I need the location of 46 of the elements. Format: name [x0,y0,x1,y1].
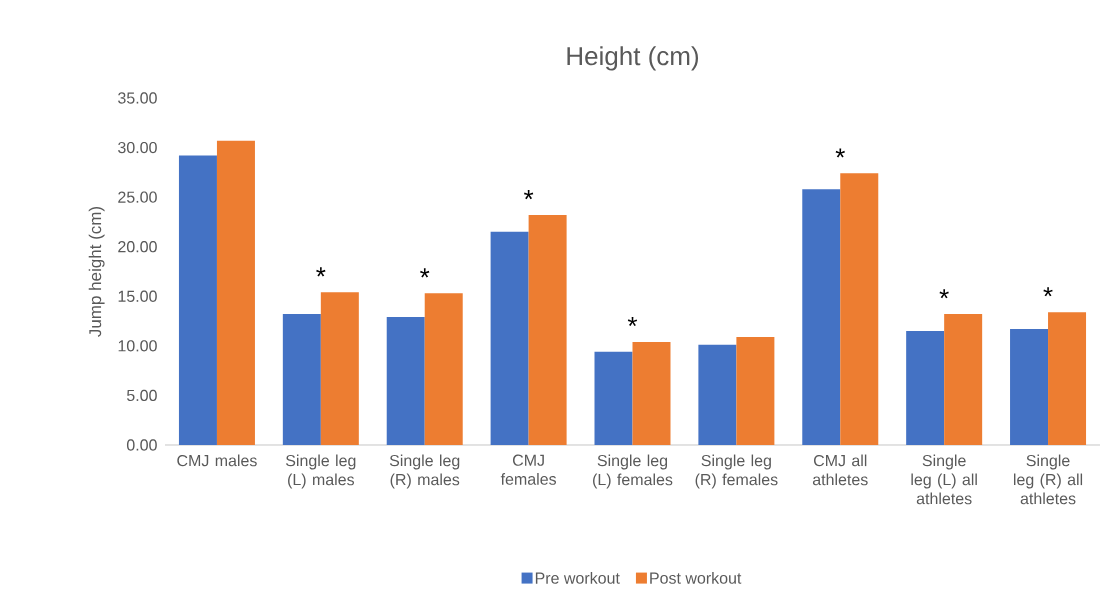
annotation: * [939,289,949,299]
bar [906,330,945,445]
x-tick-label: Single leg (L) females [593,454,673,489]
bar [1048,312,1087,445]
bar [320,292,359,445]
y-tick-label: 15.00 [118,290,157,302]
bar [528,214,567,445]
y-tick-label: 35.00 [118,92,157,104]
bar [698,344,737,445]
y-axis-title: Jump height (cm) [88,206,105,337]
bar [944,314,983,445]
bar [282,314,321,445]
bar [632,341,671,445]
bar [424,293,463,445]
bar [386,317,425,445]
x-tick-label: CMJ males [177,454,257,467]
x-tick-label: Single leg (L) all athletes [911,454,977,505]
annotation: * [627,316,638,327]
legend-label: Post workout [650,572,742,584]
x-tick-label: Single leg (L) males [285,454,356,489]
x-tick-label: Single leg (R) males [389,454,460,489]
y-tick-label: 25.00 [118,191,157,203]
y-tick-label: 30.00 [118,141,157,154]
x-tick-label: CMJ females [500,454,557,485]
x-tick-label: Single leg (R) females [695,454,778,489]
annotation: * [316,267,326,277]
bar [594,351,633,445]
bar [840,173,879,445]
annotation: * [1043,287,1053,297]
bar [1010,328,1049,445]
y-tick-label: 20.00 [118,241,157,253]
bar [802,189,841,445]
bar [178,155,217,445]
annotation: * [420,268,430,278]
annotation: * [523,190,534,200]
bar [490,231,529,445]
y-tick-label: 10.00 [118,340,157,352]
legend-label: Pre workout [535,572,620,584]
bar [736,336,775,445]
y-tick-label: 0.00 [126,439,157,451]
x-tick-label: Single leg (R) all athletes [1014,454,1083,505]
chart-title: Height (cm) [567,46,699,71]
annotation: * [835,148,845,158]
bar [216,140,255,445]
x-tick-label: CMJ all athletes [812,454,868,486]
y-tick-label: 5.00 [126,389,157,402]
